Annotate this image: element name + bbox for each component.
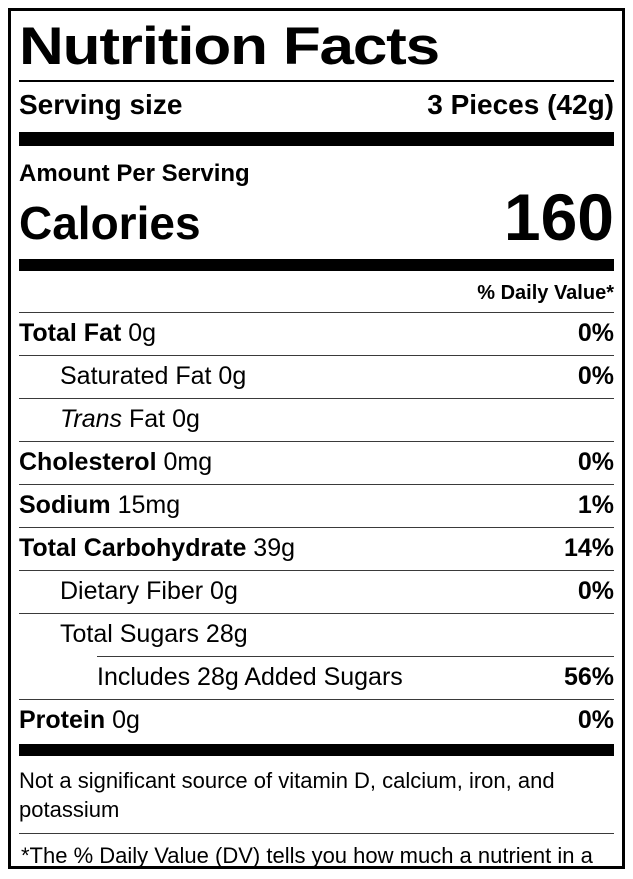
- divider-thin-footnote: [19, 833, 614, 835]
- nutrient-percent: 0%: [577, 319, 614, 348]
- nutrient-name: Includes 28g Added Sugars: [97, 663, 403, 692]
- nutrient-row-sodium: Sodium 15mg 1%: [19, 484, 614, 527]
- serving-size-row: Serving size 3 Pieces (42g): [19, 82, 614, 130]
- nutrient-percent: 14%: [563, 534, 614, 563]
- insignificant-nutrients-note: Not a significant source of vitamin D, c…: [19, 768, 555, 823]
- calories-label: Calories: [19, 196, 201, 249]
- nutrient-name: Total Carbohydrate 39g: [19, 534, 296, 563]
- nutrient-row-cholesterol: Cholesterol 0mg 0%: [19, 441, 614, 484]
- label-title: Nutrition Facts: [19, 17, 440, 76]
- nutrient-row-trans-fat: Trans Fat 0g: [19, 398, 614, 441]
- nutrient-percent: 56%: [563, 663, 614, 692]
- divider-thick-protein: [19, 744, 614, 757]
- nutrient-percent: 1%: [577, 491, 614, 520]
- divider-thin-top: [19, 79, 614, 82]
- nutrient-name: Trans Fat 0g: [60, 405, 200, 434]
- nutrient-name: Total Fat 0g: [19, 319, 157, 348]
- nutrient-name: Dietary Fiber 0g: [60, 577, 238, 606]
- nutrient-percent: 0%: [577, 362, 614, 391]
- nutrient-row-added-sugars: Includes 28g Added Sugars 56%: [97, 656, 614, 699]
- calories-value: 160: [503, 179, 614, 254]
- divider-thick-calories: [19, 259, 614, 272]
- nutrient-name: Cholesterol 0mg: [19, 448, 213, 477]
- nutrition-facts-label: Nutrition Facts Serving size 3 Pieces (4…: [8, 8, 625, 869]
- nutrient-row-dietary-fiber: Dietary Fiber 0g 0%: [19, 570, 614, 613]
- divider-thick-serving: [19, 131, 614, 146]
- nutrient-percent: 0%: [577, 448, 614, 477]
- nutrient-name: Sodium 15mg: [19, 491, 181, 520]
- nutrient-row-total-sugars: Total Sugars 28g: [19, 613, 614, 656]
- calories-row: Calories 160: [19, 179, 614, 257]
- nutrient-percent: 0%: [577, 706, 614, 735]
- nutrient-row-total-fat: Total Fat 0g 0%: [19, 312, 614, 355]
- nutrient-row-protein: Protein 0g 0%: [19, 699, 614, 742]
- serving-size-value: 3 Pieces (42g): [427, 88, 614, 120]
- nutrient-percent: 0%: [577, 577, 614, 606]
- daily-value-footnote: *The % Daily Value (DV) tells you how mu…: [21, 843, 593, 869]
- amount-per-serving-label: Amount Per Serving: [19, 159, 250, 187]
- nutrient-name: Total Sugars 28g: [60, 620, 248, 649]
- nutrient-name: Saturated Fat 0g: [60, 362, 247, 391]
- nutrient-name: Protein 0g: [19, 706, 140, 735]
- serving-size-label: Serving size: [19, 88, 183, 120]
- daily-value-header: % Daily Value*: [477, 282, 614, 305]
- nutrient-row-total-carbohydrate: Total Carbohydrate 39g 14%: [19, 527, 614, 570]
- nutrient-row-saturated-fat: Saturated Fat 0g 0%: [19, 355, 614, 398]
